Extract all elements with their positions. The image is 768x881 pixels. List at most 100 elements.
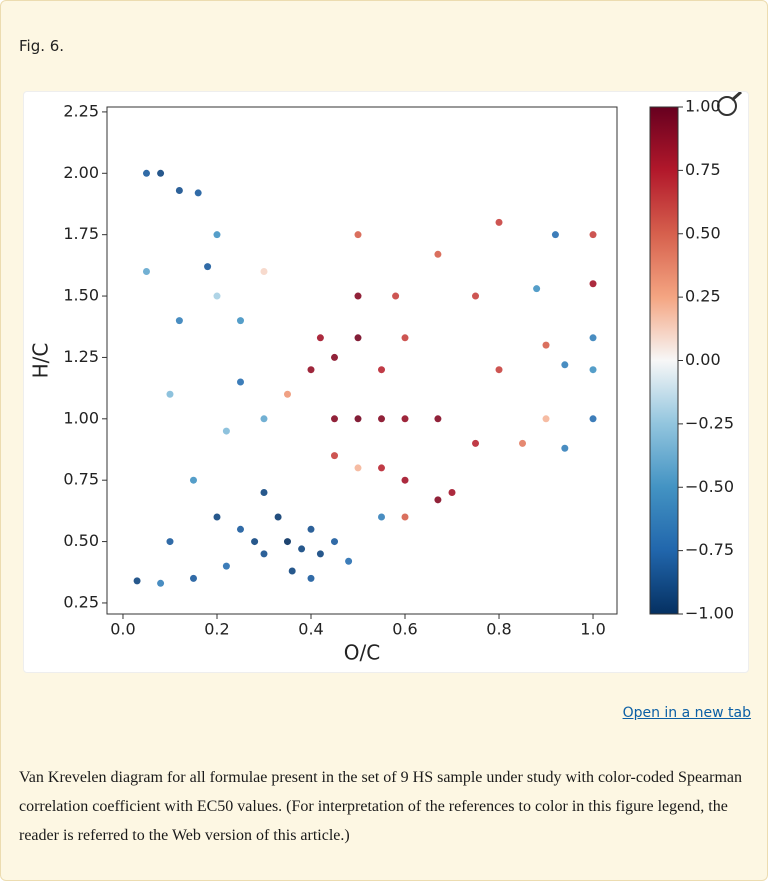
- point: [589, 415, 597, 423]
- point: [175, 317, 183, 325]
- point: [589, 280, 597, 288]
- y-tick-label: 2.25: [63, 101, 99, 120]
- point: [354, 334, 362, 342]
- figure-caption: Van Krevelen diagram for all formulae pr…: [19, 769, 743, 844]
- colorbar-tick-label: 0.50: [685, 223, 721, 242]
- point: [307, 525, 315, 533]
- colorbar-tick-label: 0.25: [685, 287, 721, 306]
- point: [542, 415, 550, 423]
- point: [331, 452, 339, 460]
- point: [236, 525, 244, 533]
- figure-image[interactable]: 0.0 0.2 0.4 0.6 0.8 1.0 0.25 0.50 0.75 1.00 1.25 1.…: [23, 91, 749, 673]
- point: [260, 267, 268, 275]
- colorbar-tick-label: −0.25: [685, 413, 734, 432]
- point: [298, 545, 306, 553]
- x-tick-label: 1.0: [580, 620, 605, 639]
- point: [401, 415, 409, 423]
- point: [260, 550, 268, 558]
- colorbar-tick-label: −0.50: [685, 477, 734, 496]
- point: [213, 231, 221, 239]
- y-tick-label: 1.50: [63, 286, 99, 305]
- point: [236, 317, 244, 325]
- point: [519, 439, 527, 447]
- y-tick-label: 0.75: [63, 470, 99, 489]
- y-tick-label: 1.25: [63, 347, 99, 366]
- y-tick-label: 2.00: [63, 163, 99, 182]
- colorbar-tick-label: 1.00: [685, 97, 721, 116]
- point: [251, 538, 259, 546]
- y-tick-label: 0.50: [63, 531, 99, 550]
- point: [392, 292, 400, 300]
- zoom-icon[interactable]: [717, 92, 742, 116]
- point: [542, 341, 550, 349]
- point: [551, 231, 559, 239]
- point: [472, 292, 480, 300]
- point: [157, 169, 165, 177]
- point: [472, 439, 480, 447]
- point: [307, 366, 315, 374]
- point: [495, 218, 503, 226]
- point: [274, 513, 282, 521]
- figure-label: Fig. 6.: [19, 37, 65, 55]
- point: [260, 488, 268, 496]
- point: [213, 292, 221, 300]
- x-tick-label: 0.4: [298, 620, 323, 639]
- point: [142, 169, 150, 177]
- colorbar: [649, 106, 679, 615]
- point: [434, 415, 442, 423]
- point: [561, 444, 569, 452]
- plot-area: [106, 106, 618, 615]
- point: [401, 513, 409, 521]
- point: [157, 579, 165, 587]
- point: [222, 562, 230, 570]
- point: [378, 464, 386, 472]
- point: [331, 353, 339, 361]
- y-tick-label: 1.75: [63, 224, 99, 243]
- point: [448, 488, 456, 496]
- point: [331, 415, 339, 423]
- point: [589, 366, 597, 374]
- point: [561, 361, 569, 369]
- point: [142, 267, 150, 275]
- point: [213, 513, 221, 521]
- point: [495, 366, 503, 374]
- x-tick-label: 0.8: [486, 620, 511, 639]
- x-axis-label: O/C: [344, 641, 380, 665]
- point: [331, 538, 339, 546]
- point: [175, 186, 183, 194]
- point: [401, 334, 409, 342]
- point: [204, 263, 212, 271]
- point: [283, 538, 291, 546]
- point: [378, 415, 386, 423]
- point: [533, 285, 541, 293]
- point: [236, 378, 244, 386]
- y-axis-label: H/C: [29, 343, 53, 379]
- x-tick-label: 0.2: [204, 620, 229, 639]
- chart: 0.0 0.2 0.4 0.6 0.8 1.0 0.25 0.50 0.75 1.00 1.25 1.…: [29, 92, 742, 665]
- point: [288, 567, 296, 575]
- y-tick-label: 1.00: [63, 408, 99, 427]
- point: [166, 538, 174, 546]
- point: [434, 250, 442, 258]
- point: [401, 476, 409, 484]
- point: [307, 574, 315, 582]
- point: [378, 513, 386, 521]
- open-in-new-tab-link[interactable]: Open in a new tab: [622, 705, 751, 721]
- point: [316, 334, 324, 342]
- point: [316, 550, 324, 558]
- colorbar-tick-label: −1.00: [685, 604, 734, 623]
- point: [194, 189, 202, 197]
- point: [133, 577, 141, 585]
- point: [189, 574, 197, 582]
- point: [434, 496, 442, 504]
- point: [222, 427, 230, 435]
- point: [354, 231, 362, 239]
- point: [260, 415, 268, 423]
- x-tick-label: 0.6: [392, 620, 417, 639]
- point: [354, 415, 362, 423]
- point: [354, 292, 362, 300]
- point: [166, 390, 174, 398]
- point: [589, 231, 597, 239]
- y-tick-label: 0.25: [63, 592, 99, 611]
